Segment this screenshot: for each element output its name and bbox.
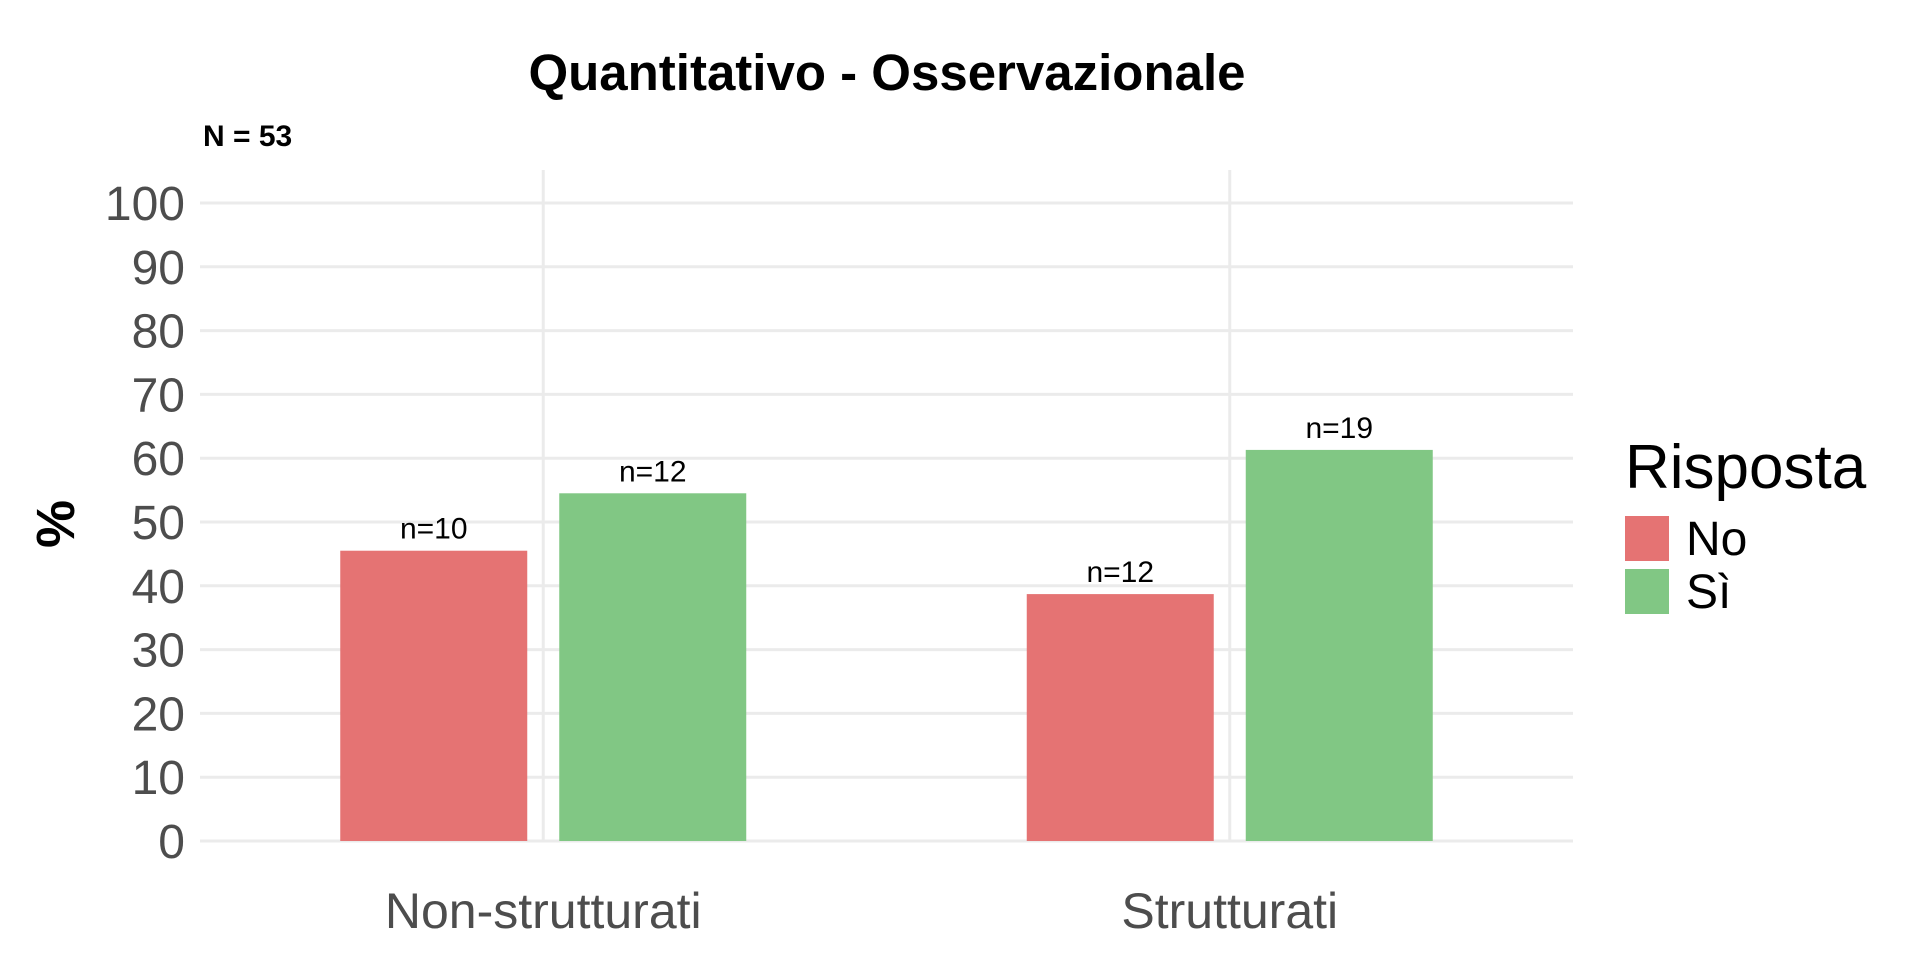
y-tick-label: 0 bbox=[158, 816, 185, 869]
legend-swatch bbox=[1625, 569, 1669, 614]
y-axis-label: % bbox=[26, 500, 86, 548]
x-tick-label: Strutturati bbox=[1121, 883, 1338, 939]
x-axis-ticks: Non-strutturati Strutturati bbox=[385, 883, 1338, 939]
bar-data-label: n=12 bbox=[619, 455, 687, 488]
y-axis-ticks: 0 10 20 30 40 50 60 70 80 90 100 bbox=[105, 178, 185, 869]
y-tick-label: 60 bbox=[132, 433, 185, 486]
bar-data-label: n=19 bbox=[1305, 412, 1373, 445]
y-tick-label: 80 bbox=[132, 306, 185, 359]
bars bbox=[340, 449, 1433, 841]
y-tick-label: 100 bbox=[105, 178, 185, 231]
legend-title: Risposta bbox=[1625, 433, 1867, 502]
y-tick-label: 70 bbox=[132, 369, 185, 422]
bar-labels: n=10 n=12 n=12 n=19 bbox=[400, 412, 1373, 589]
bar-data-label: n=12 bbox=[1086, 556, 1154, 589]
bar bbox=[1245, 449, 1433, 841]
y-tick-label: 30 bbox=[132, 625, 185, 678]
bar bbox=[1026, 594, 1214, 841]
y-tick-label: 40 bbox=[132, 561, 185, 614]
chart-title: Quantitativo - Osservazionale bbox=[528, 44, 1245, 101]
legend-item-label: No bbox=[1686, 513, 1747, 566]
y-tick-label: 20 bbox=[132, 688, 185, 741]
legend-item-label: Sì bbox=[1686, 566, 1731, 619]
legend-swatch bbox=[1625, 516, 1669, 561]
y-tick-label: 90 bbox=[132, 242, 185, 295]
x-tick-label: Non-strutturati bbox=[385, 883, 702, 939]
bar bbox=[340, 550, 528, 841]
bar-data-label: n=10 bbox=[400, 513, 468, 546]
bar bbox=[559, 493, 747, 841]
y-tick-label: 10 bbox=[132, 752, 185, 805]
chart-subtitle: N = 53 bbox=[203, 120, 292, 153]
y-tick-label: 50 bbox=[132, 497, 185, 550]
